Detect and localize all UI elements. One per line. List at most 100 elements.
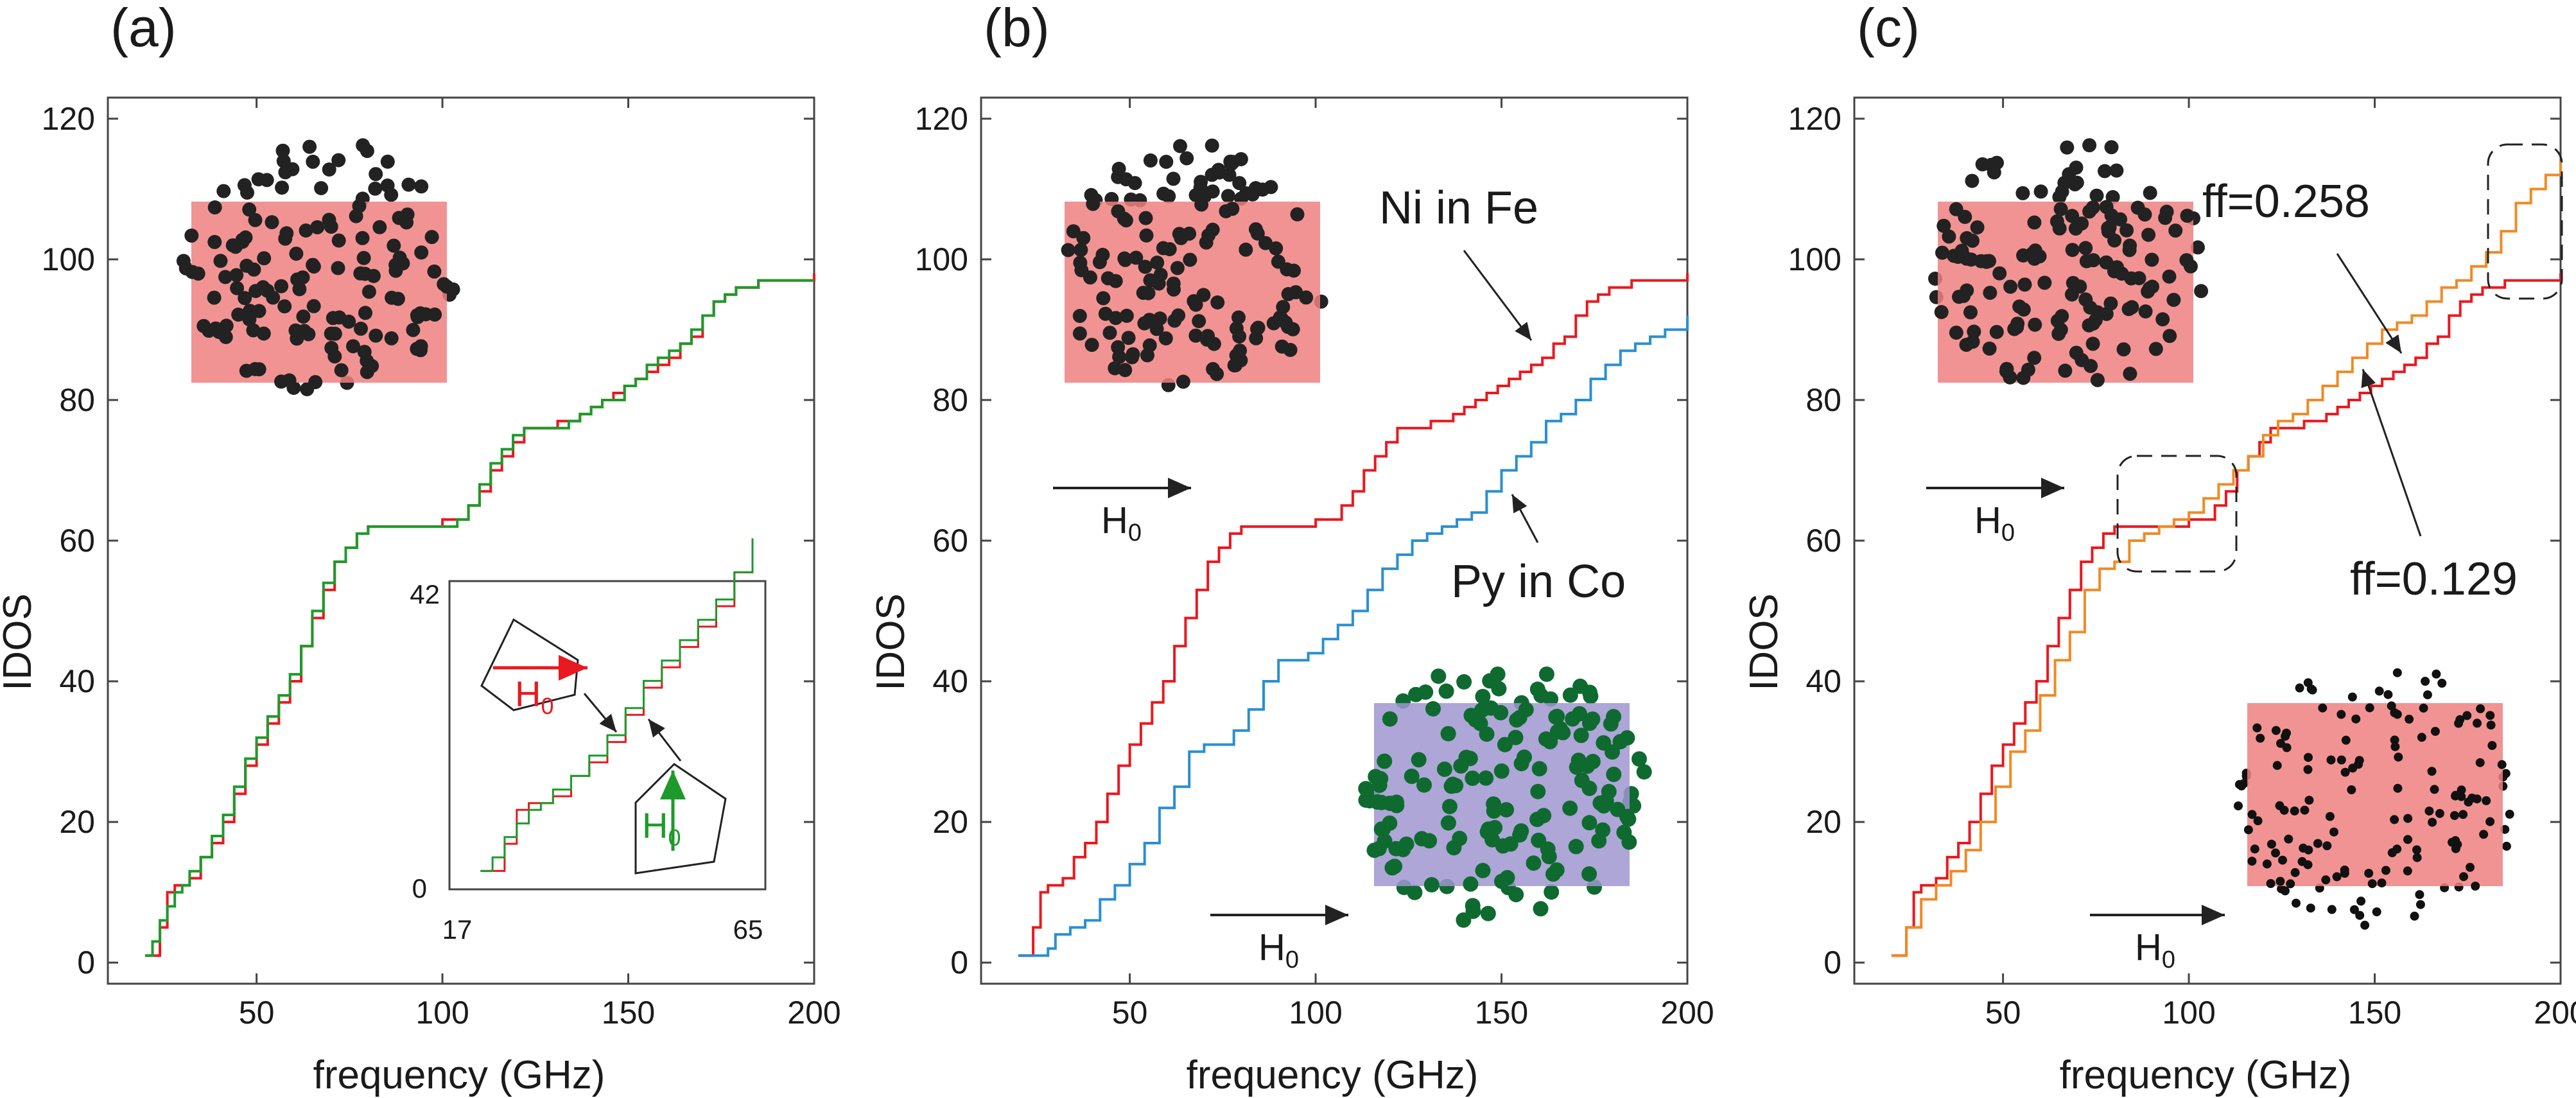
lattice-dot	[1398, 836, 1414, 852]
series-line-green	[144, 279, 814, 957]
annotation-py-pointer	[1511, 494, 1539, 543]
lattice-dot	[331, 153, 346, 168]
x-tick-label: 100	[1289, 995, 1342, 1031]
lattice-dot	[2262, 859, 2272, 869]
lattice-dot	[332, 310, 347, 325]
lattice-dot	[2410, 911, 2419, 921]
lattice-dot	[2392, 844, 2402, 854]
x-axis-title: frequency (GHz)	[2060, 1053, 2352, 1097]
lattice-dot	[2303, 765, 2313, 774]
lattice-dot	[1542, 734, 1558, 749]
field-sub: 0	[1128, 519, 1142, 546]
lattice-dot	[2415, 900, 2425, 909]
lattice-dot	[2351, 714, 2361, 724]
lattice-dot	[1478, 770, 1494, 786]
lattice-dot	[1529, 812, 1545, 828]
lattice-dot	[1371, 777, 1388, 793]
lattice-dot	[1269, 241, 1284, 256]
y-tick-label: 80	[932, 382, 968, 418]
lattice-dot	[358, 306, 372, 320]
lattice-dot	[1574, 772, 1590, 789]
lattice-dot	[2162, 269, 2177, 284]
lattice-dot	[2256, 733, 2265, 743]
lattice-dot	[2017, 277, 2032, 292]
lattice-dot	[1389, 797, 1405, 814]
lattice-dot	[1074, 243, 1088, 257]
lattice-dot	[1248, 181, 1263, 195]
lattice-dot	[1975, 157, 1990, 171]
lattice-dot	[356, 138, 370, 153]
lattice-dot	[2279, 805, 2289, 815]
lattice-dot	[1179, 151, 1194, 166]
lattice-dot	[2476, 704, 2485, 713]
lattice-dot	[248, 213, 263, 227]
lattice-dot	[2148, 342, 2163, 356]
lattice-dot	[2247, 857, 2257, 866]
lattice-dot	[1596, 735, 1612, 751]
lattice-dot	[1465, 898, 1481, 914]
lattice-dot	[2253, 816, 2263, 826]
lattice-dot	[212, 325, 227, 339]
lattice-dot	[1196, 288, 1211, 302]
lattice-inset-green	[1358, 667, 1652, 928]
lattice-dot	[1965, 173, 1980, 188]
lattice-dot	[1952, 290, 1966, 304]
lattice-dot	[2027, 351, 2042, 365]
lattice-dot	[257, 251, 272, 266]
lattice-dot	[1513, 823, 1529, 839]
lattice-dot	[2437, 679, 2447, 688]
lattice-dot	[1517, 749, 1532, 765]
lattice-dot	[1072, 309, 1087, 323]
lattice-dot	[184, 228, 199, 243]
lattice-dot	[2027, 215, 2042, 230]
lattice-dot	[1572, 678, 1588, 694]
lattice-dot	[2145, 252, 2159, 267]
lattice-dot	[2049, 214, 2064, 229]
x-tick-label: 200	[787, 995, 840, 1031]
field-h: H	[1974, 500, 2001, 541]
lattice-dot	[2191, 240, 2205, 255]
lattice-dot	[1456, 674, 1472, 690]
lattice-dot	[1463, 876, 1479, 892]
lattice-dot	[2166, 293, 2181, 307]
lattice-dot	[279, 226, 294, 241]
lattice-dot	[1199, 235, 1214, 250]
annotation-py-in-co: Py in Co	[1451, 556, 1626, 607]
lattice-dot	[1095, 247, 1110, 262]
annotation-ff-129: ff=0.129	[2350, 553, 2518, 605]
lattice-dot	[2337, 755, 2346, 765]
lattice-dot	[2021, 362, 2035, 377]
lattice-dot	[1598, 793, 1614, 809]
zoom-inset: 42 0 17 65 H0 H0	[410, 538, 767, 945]
lattice-dot	[1970, 220, 1985, 235]
lattice-dot	[1138, 211, 1153, 225]
lattice-dot	[2168, 223, 2183, 238]
lattice-dot	[1167, 282, 1181, 297]
red-field-sub: 0	[541, 693, 553, 719]
lattice-dot	[1264, 180, 1278, 195]
lattice-dot	[2451, 836, 2460, 846]
field-label-top: H0	[1974, 500, 2015, 546]
lattice-dot	[1572, 706, 1587, 722]
lattice-dot	[1493, 763, 1510, 779]
lattice-dot	[1606, 709, 1622, 725]
lattice-dot	[1465, 771, 1481, 786]
lattice-dot	[2272, 761, 2282, 771]
lattice-dot	[1965, 233, 1980, 248]
lattice-dot	[2502, 841, 2511, 851]
lattice-dot	[2367, 879, 2377, 889]
lattice-dot	[331, 233, 346, 248]
lattice-dot	[354, 321, 368, 336]
lattice-dot	[2123, 367, 2137, 381]
series-group	[144, 273, 815, 957]
lattice-dot	[2390, 735, 2399, 745]
annotation-ff-258: ff=0.258	[2202, 176, 2370, 227]
y-tick-label: 40	[932, 663, 968, 699]
lattice-dot	[1475, 688, 1491, 704]
lattice-dot	[1239, 242, 1253, 257]
lattice-dot	[1568, 839, 1584, 855]
lattice-dot	[2392, 668, 2402, 677]
lattice-dot	[2158, 211, 2173, 225]
x-tick-label: 50	[239, 995, 275, 1031]
lattice-dot	[2058, 363, 2073, 378]
